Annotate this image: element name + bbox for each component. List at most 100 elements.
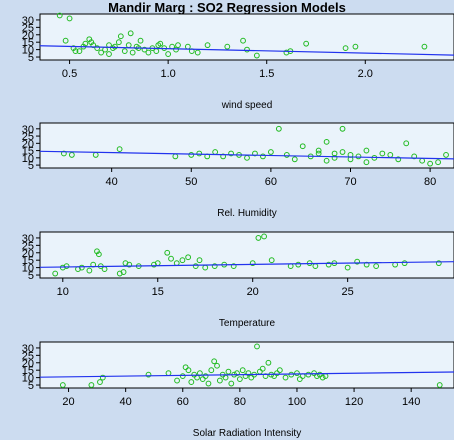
data-point bbox=[294, 370, 300, 377]
y-tick-label: 5 bbox=[28, 160, 34, 172]
data-point bbox=[145, 371, 152, 378]
x-tick-label: 50 bbox=[185, 176, 197, 188]
data-point bbox=[56, 12, 63, 19]
data-point bbox=[185, 367, 192, 374]
data-point bbox=[68, 152, 75, 158]
data-point bbox=[137, 37, 144, 44]
y-tick-label: 25 bbox=[22, 240, 34, 252]
data-point bbox=[427, 160, 434, 167]
data-point bbox=[126, 261, 133, 268]
plot-panel-2 bbox=[39, 122, 454, 169]
y-tick-label: 5 bbox=[28, 270, 34, 282]
data-point bbox=[275, 125, 282, 132]
data-point bbox=[208, 367, 215, 374]
y-tick-label: 25 bbox=[22, 131, 34, 143]
data-point bbox=[319, 374, 326, 381]
x-tick-label: 15 bbox=[152, 286, 164, 298]
y-tick-label: 10 bbox=[22, 263, 34, 275]
data-point bbox=[95, 251, 102, 258]
data-point bbox=[234, 370, 240, 377]
y-tick-label: 5 bbox=[28, 52, 34, 64]
data-point bbox=[262, 373, 269, 380]
data-point bbox=[98, 49, 105, 56]
data-point bbox=[363, 147, 370, 154]
data-point bbox=[276, 367, 283, 374]
data-point bbox=[199, 376, 206, 382]
data-point bbox=[120, 269, 127, 275]
y-tick-label: 20 bbox=[22, 30, 34, 42]
x-axis-label: wind speed bbox=[221, 100, 273, 111]
data-point bbox=[239, 367, 246, 374]
data-point bbox=[216, 377, 223, 384]
data-point bbox=[245, 370, 252, 377]
data-point bbox=[323, 138, 330, 145]
data-point bbox=[295, 261, 302, 268]
data-point bbox=[157, 40, 164, 47]
data-point bbox=[363, 159, 370, 166]
x-tick-label: 40 bbox=[120, 396, 132, 408]
data-point bbox=[78, 264, 85, 271]
data-point bbox=[443, 152, 449, 158]
y-tick-label: 25 bbox=[22, 350, 34, 362]
main-title: Mandir Marg : SO2 Regression Models bbox=[108, 0, 346, 15]
data-point bbox=[88, 382, 95, 388]
data-point bbox=[90, 42, 97, 49]
data-point bbox=[52, 270, 59, 277]
data-point bbox=[303, 40, 310, 47]
data-point bbox=[435, 260, 442, 267]
data-point bbox=[325, 261, 332, 268]
data-point bbox=[355, 153, 362, 160]
y-tick-label: 20 bbox=[22, 358, 34, 370]
data-point bbox=[106, 51, 112, 57]
data-point bbox=[63, 263, 70, 270]
data-point bbox=[244, 46, 250, 53]
data-point bbox=[323, 157, 330, 164]
data-point bbox=[179, 373, 186, 380]
x-tick-label: 20 bbox=[62, 396, 74, 408]
data-point bbox=[220, 153, 227, 160]
data-point bbox=[291, 156, 298, 163]
data-point bbox=[344, 264, 351, 271]
data-point bbox=[116, 146, 123, 153]
data-point bbox=[204, 42, 211, 49]
data-point bbox=[97, 379, 103, 385]
data-point bbox=[196, 150, 203, 157]
data-point bbox=[331, 150, 338, 157]
data-point bbox=[255, 235, 262, 241]
x-tick-label: 1.0 bbox=[160, 68, 175, 80]
data-point bbox=[94, 45, 101, 52]
data-point bbox=[164, 249, 171, 256]
data-point bbox=[224, 43, 231, 50]
data-point bbox=[260, 153, 266, 160]
x-tick-label: 120 bbox=[345, 396, 363, 408]
data-point bbox=[283, 152, 290, 158]
regression-line bbox=[39, 261, 454, 268]
regression-line bbox=[39, 150, 454, 160]
x-tick-label: 40 bbox=[106, 176, 118, 188]
x-tick-label: 100 bbox=[288, 396, 306, 408]
data-point bbox=[267, 149, 274, 155]
y-tick-label: 10 bbox=[22, 153, 34, 165]
data-point bbox=[274, 370, 280, 377]
data-point bbox=[185, 254, 192, 261]
y-tick-label: 5 bbox=[28, 380, 34, 392]
data-point bbox=[259, 365, 266, 372]
x-tick-label: 25 bbox=[342, 286, 354, 298]
data-point bbox=[411, 153, 418, 160]
data-point bbox=[214, 362, 220, 369]
data-point bbox=[211, 358, 218, 365]
plot-panel-4 bbox=[39, 341, 454, 389]
x-tick-label: 60 bbox=[265, 176, 277, 188]
x-tick-label: 60 bbox=[177, 396, 189, 408]
y-tick-label: 30 bbox=[22, 124, 34, 136]
y-tick-label: 25 bbox=[22, 22, 34, 34]
x-axis-label: Solar Radiation Intensity bbox=[193, 428, 301, 439]
regression-line bbox=[39, 45, 454, 56]
data-point bbox=[121, 48, 128, 54]
x-tick-label: 1.5 bbox=[259, 68, 274, 80]
data-point bbox=[401, 260, 408, 267]
x-tick-label: 80 bbox=[234, 396, 246, 408]
x-tick-label: 2.0 bbox=[358, 68, 373, 80]
y-tick-label: 30 bbox=[22, 343, 34, 355]
